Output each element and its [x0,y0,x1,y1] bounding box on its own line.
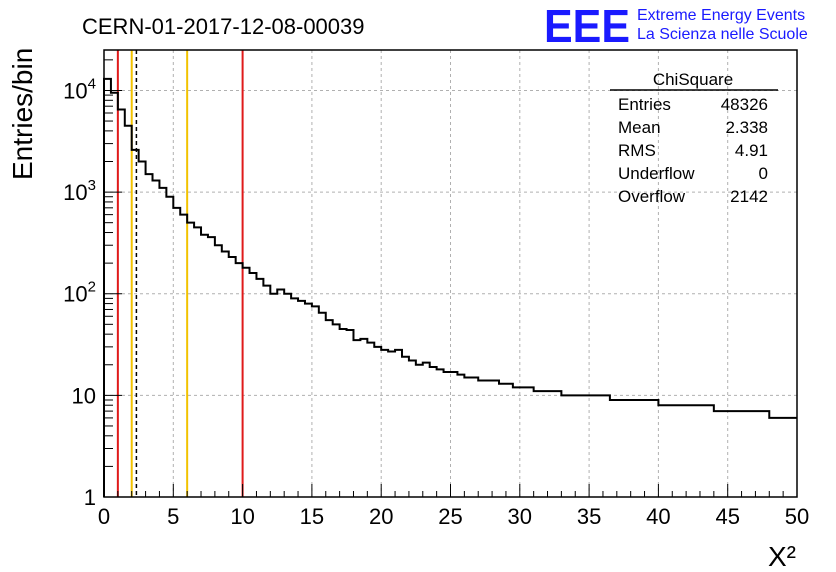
y-tick-label: 104 [63,75,96,103]
x-tick-label: 0 [98,504,110,529]
grid [104,50,797,497]
y-tick-label: 103 [63,177,96,205]
x-tick-label: 35 [577,504,601,529]
x-tick-label: 50 [785,504,809,529]
y-tick-label: 102 [63,279,96,307]
y-tick-label: 10 [72,383,96,408]
stats-box: ChiSquare Entries 48326 Mean 2.338 RMS 4.91 Un… [610,70,778,206]
stats-label: Entries [618,95,671,114]
x-tick-labels: 0 5 10 15 20 25 30 35 40 45 50 [98,504,809,529]
chart-title: CERN-01-2017-12-08-00039 [82,14,365,39]
x-tick-label: 25 [438,504,462,529]
x-tick-label: 45 [715,504,739,529]
x-tick-label: 10 [230,504,254,529]
vertical-markers [116,50,244,497]
y-tick-label: 1 [84,485,96,510]
stats-title: ChiSquare [653,70,733,89]
y-tick-labels: 1 10 102 103 104 [63,75,96,510]
stats-label: RMS [618,141,656,160]
x-tick-label: 15 [300,504,324,529]
stats-rows: Entries 48326 Mean 2.338 RMS 4.91 Underflow 0 Ov… [618,95,768,206]
stats-value: 48326 [721,95,768,114]
eee-logo: EEE Extreme Energy Events La Scienza nel… [544,0,808,52]
logo-line-2: La Scienza nelle Scuole [637,26,808,43]
stats-label: Overflow [618,187,686,206]
x-tick-label: 5 [167,504,179,529]
stats-value: 0 [759,164,768,183]
y-axis-label: Entries/bin [7,48,38,180]
stats-value: 2142 [730,187,768,206]
axis-ticks [103,59,798,498]
stats-label: Underflow [618,164,695,183]
logo-mark: EEE [544,0,630,52]
x-tick-label: 30 [508,504,532,529]
stats-value: 2.338 [725,118,768,137]
x-tick-label: 20 [369,504,393,529]
logo-line-1: Extreme Energy Events [637,7,805,24]
stats-value: 4.91 [735,141,768,160]
histogram-line [103,77,797,497]
x-axis-label: X² [768,541,796,572]
x-tick-label: 40 [646,504,670,529]
stats-label: Mean [618,118,661,137]
